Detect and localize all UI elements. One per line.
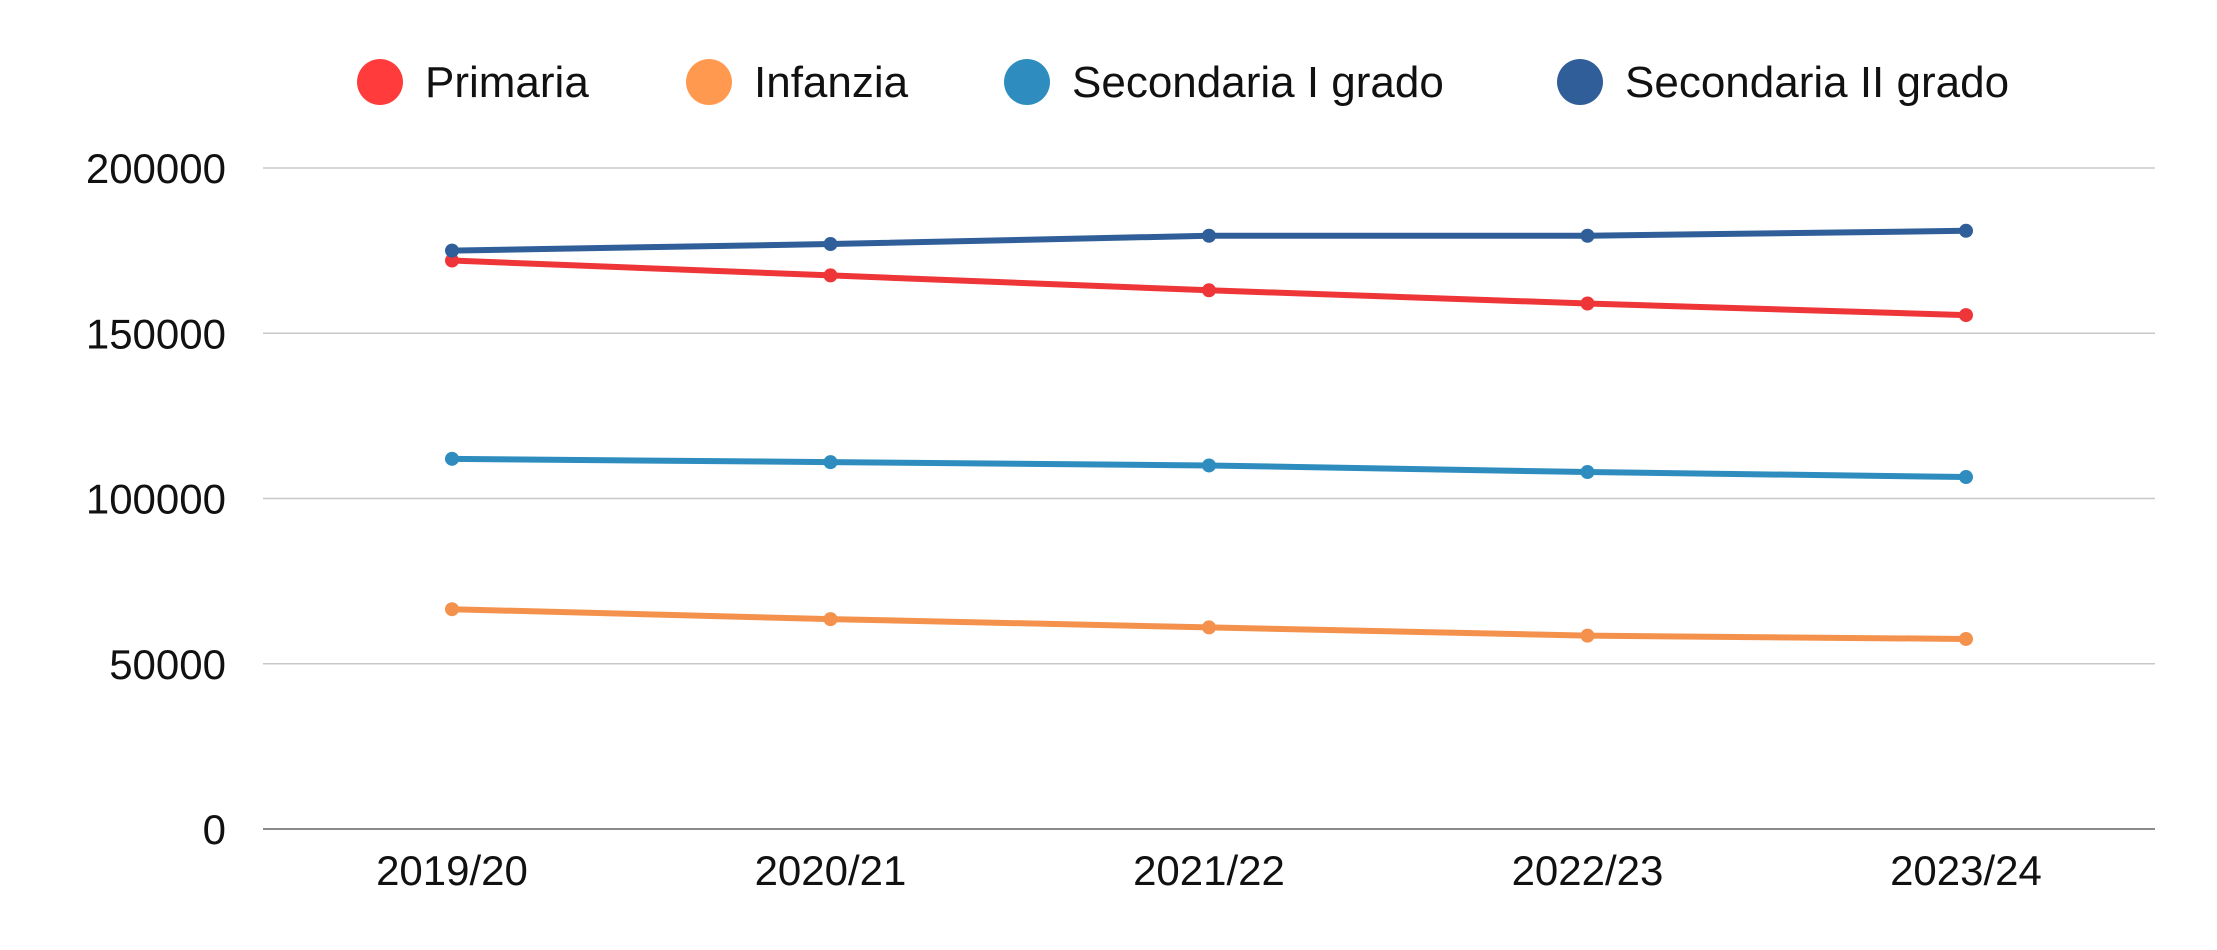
data-point: [1580, 228, 1595, 243]
x-axis: 2019/20 2020/21 2021/22 2022/23 2023/24: [376, 847, 2042, 894]
grid-lines: [263, 167, 2155, 830]
data-point: [823, 237, 838, 252]
data-point: [445, 243, 459, 258]
y-tick-label: 100000: [86, 476, 226, 523]
data-point: [1959, 631, 1973, 646]
legend-marker: [1557, 59, 1603, 105]
y-tick-label: 0: [203, 806, 226, 853]
legend-label: Secondaria I grado: [1072, 58, 1444, 107]
data-point: [1202, 228, 1216, 243]
data-point: [823, 268, 838, 283]
legend-label: Primaria: [425, 58, 589, 107]
data-point: [1202, 620, 1216, 635]
data-point: [823, 455, 838, 470]
legend: Primaria Infanzia Secondaria I grado Second…: [357, 58, 2009, 107]
y-tick-label: 50000: [109, 641, 226, 688]
legend-marker: [686, 59, 732, 105]
x-tick-label: 2022/23: [1512, 847, 1664, 894]
data-point: [445, 602, 459, 617]
data-point: [1959, 470, 1973, 485]
series-infanzia: [445, 602, 1973, 646]
legend-label: Infanzia: [754, 58, 909, 107]
series-secondaria-ii-grado: [445, 223, 1973, 258]
data-point: [1959, 308, 1973, 323]
data-point: [823, 612, 838, 627]
legend-item: Infanzia: [686, 58, 909, 107]
legend-label: Secondaria II grado: [1625, 58, 2009, 107]
legend-item: Secondaria II grado: [1557, 58, 2009, 107]
series-group: [445, 223, 1973, 646]
data-point: [445, 253, 459, 268]
data-point: [1959, 223, 1973, 238]
x-tick-label: 2021/22: [1133, 847, 1285, 894]
legend-item: Primaria: [357, 58, 589, 107]
legend-item: Secondaria I grado: [1004, 58, 1444, 107]
data-point: [1202, 283, 1216, 298]
data-point: [1580, 296, 1595, 311]
data-point: [1202, 458, 1216, 473]
x-tick-label: 2019/20: [376, 847, 528, 894]
y-axis: 0 50000 100000 150000 200000: [86, 145, 226, 853]
series-secondaria-i-grado: [445, 451, 1973, 485]
data-point: [445, 451, 459, 466]
data-point: [1580, 465, 1595, 480]
x-tick-label: 2023/24: [1890, 847, 2042, 894]
legend-marker: [1004, 59, 1050, 105]
x-tick-label: 2020/21: [755, 847, 907, 894]
y-tick-label: 200000: [86, 145, 226, 192]
series-primaria: [445, 253, 1973, 323]
data-point: [1580, 628, 1595, 643]
y-tick-label: 150000: [86, 310, 226, 357]
legend-marker: [357, 59, 403, 105]
